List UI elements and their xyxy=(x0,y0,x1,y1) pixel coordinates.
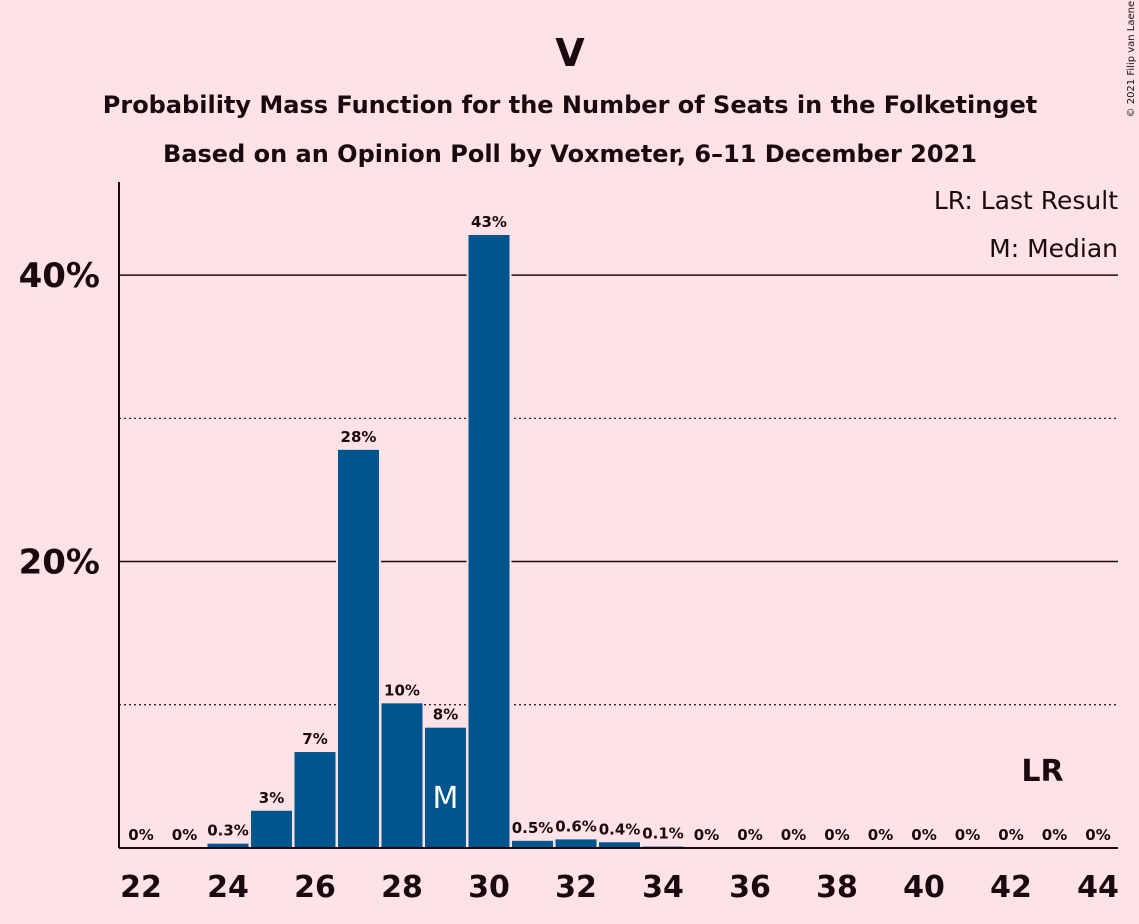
last-result-marker: LR xyxy=(1021,754,1063,789)
bar-31 xyxy=(512,840,553,848)
chart-subtitle-line2: Based on an Opinion Poll by Voxmeter, 6–… xyxy=(163,140,977,168)
bar-30 xyxy=(468,234,510,849)
data-label-36: 0% xyxy=(737,826,762,844)
data-label-26: 7% xyxy=(302,730,327,748)
legend-median: M: Median xyxy=(989,234,1118,263)
bar-28 xyxy=(381,703,423,848)
data-label-33: 0.4% xyxy=(599,820,641,838)
data-label-31: 0.5% xyxy=(512,819,554,837)
x-tick-label-30: 30 xyxy=(468,870,510,905)
data-label-22: 0% xyxy=(128,826,153,844)
bar-27 xyxy=(338,449,379,848)
data-label-42: 0% xyxy=(998,826,1023,844)
x-tick-label-42: 42 xyxy=(990,870,1032,905)
copyright-notice: © 2021 Filip van Laenen xyxy=(1126,0,1137,117)
data-label-43: 0% xyxy=(1042,826,1067,844)
data-label-34: 0.1% xyxy=(642,825,684,843)
bar-26 xyxy=(294,752,336,848)
data-label-37: 0% xyxy=(781,826,806,844)
data-label-44: 0% xyxy=(1085,826,1110,844)
gridlines xyxy=(119,274,1118,706)
x-tick-label-22: 22 xyxy=(120,870,162,905)
chart-subtitle-line1: Probability Mass Function for the Number… xyxy=(103,91,1037,119)
x-tick-label-44: 44 xyxy=(1077,870,1119,905)
data-label-38: 0% xyxy=(824,826,849,844)
y-tick-label-20: 20% xyxy=(19,543,100,583)
data-labels: 0% 0% 0.3% 3% 7% 28% 10% 8% 43% 0.5% 0.6% 0.4% 0.1% 0… xyxy=(128,213,1110,844)
x-tick-label-28: 28 xyxy=(381,870,423,905)
bars xyxy=(207,232,684,849)
data-label-23: 0% xyxy=(172,826,197,844)
y-tick-label-40: 40% xyxy=(19,256,100,296)
data-label-28: 10% xyxy=(384,681,420,699)
legend-last-result: LR: Last Result xyxy=(934,186,1118,215)
x-tick-label-36: 36 xyxy=(729,870,771,905)
bar-33 xyxy=(599,842,640,848)
data-label-35: 0% xyxy=(694,826,719,844)
data-label-30: 43% xyxy=(471,213,507,231)
data-label-32: 0.6% xyxy=(555,817,597,835)
median-marker: M xyxy=(433,781,459,816)
x-tick-label-24: 24 xyxy=(207,870,249,905)
data-label-39: 0% xyxy=(868,826,893,844)
bar-25 xyxy=(251,810,292,848)
bar-24 xyxy=(207,843,249,848)
bar-29 xyxy=(425,727,466,848)
axes: 20% 40% 22 24 26 28 30 32 34 36 38 40 42 44 xyxy=(19,182,1119,905)
data-label-41: 0% xyxy=(955,826,980,844)
data-label-24: 0.3% xyxy=(207,822,249,840)
x-tick-label-38: 38 xyxy=(816,870,858,905)
bar-32 xyxy=(555,839,597,848)
x-tick-label-34: 34 xyxy=(642,870,684,905)
chart-title: V xyxy=(555,31,585,75)
x-tick-label-40: 40 xyxy=(903,870,945,905)
x-tick-label-26: 26 xyxy=(294,870,336,905)
data-label-27: 28% xyxy=(341,428,377,446)
x-tick-label-32: 32 xyxy=(555,870,597,905)
data-label-40: 0% xyxy=(911,826,936,844)
data-label-29: 8% xyxy=(433,706,458,724)
data-label-25: 3% xyxy=(259,789,284,807)
